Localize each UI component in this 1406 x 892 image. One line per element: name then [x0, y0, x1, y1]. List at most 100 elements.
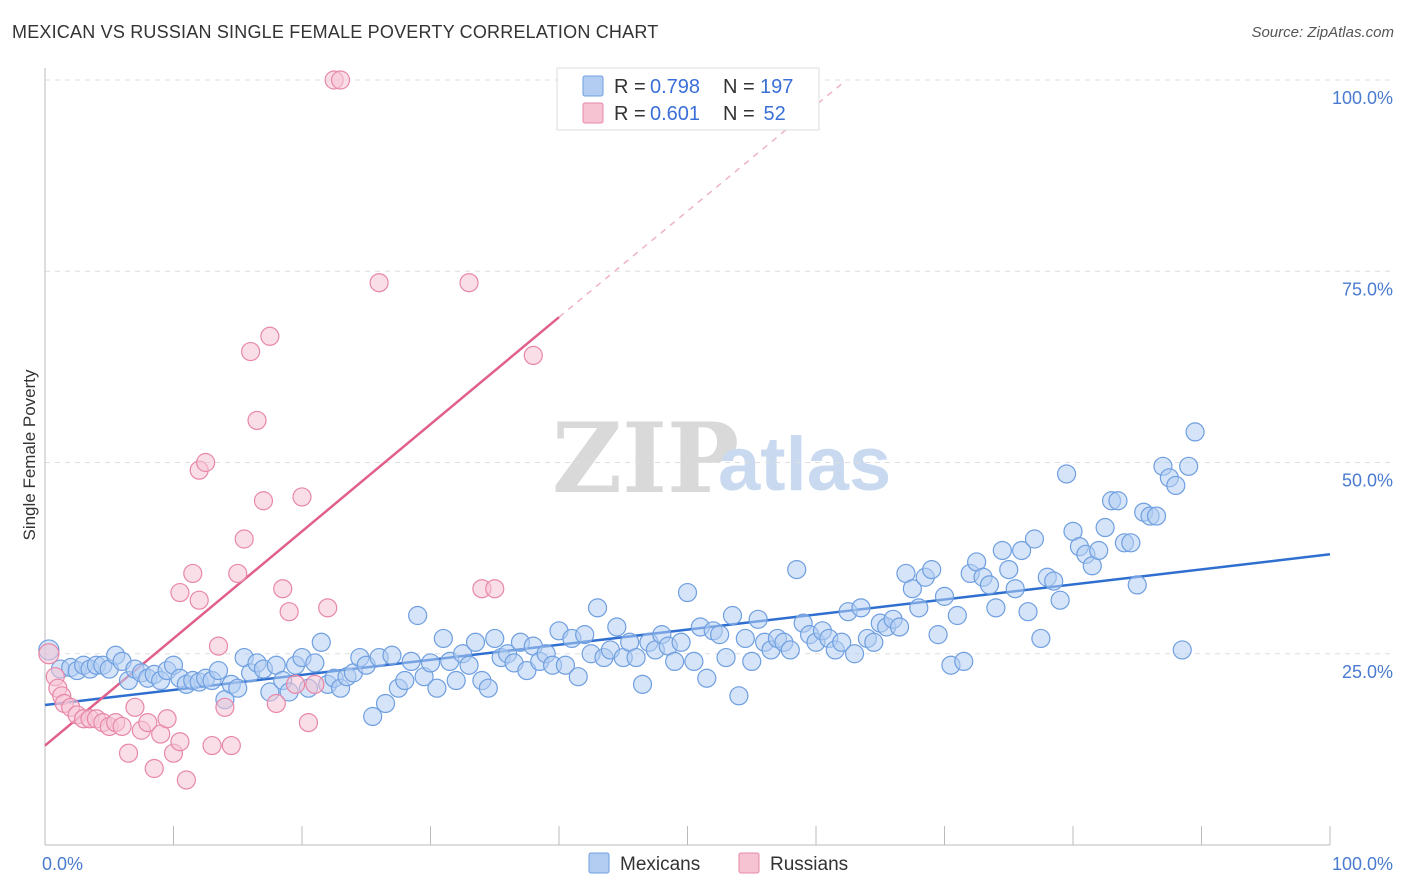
mexicans-point	[1050, 590, 1070, 610]
mexicans-point	[947, 605, 967, 626]
source-label: Source: ZipAtlas.com	[1251, 24, 1394, 41]
legend-n-value-2: 52	[758, 103, 786, 125]
legend-r-value-1: 0.798	[650, 76, 700, 98]
mexicans-point	[1044, 571, 1064, 591]
legend-r-value-2: 0.601	[650, 103, 700, 125]
y-tick-label-1: 50.0%	[1342, 471, 1393, 491]
russians-point	[318, 598, 338, 618]
mexicans-point	[735, 628, 755, 649]
mexicans-point	[999, 559, 1019, 580]
mexicans-point	[742, 651, 762, 672]
mexicans-point	[748, 609, 768, 629]
mexicans-point	[934, 586, 955, 606]
mexicans-point	[992, 540, 1012, 561]
mexicans-point	[787, 559, 807, 580]
mexicans-point	[832, 632, 852, 652]
mexicans-point	[710, 625, 730, 645]
russians-point	[183, 563, 203, 584]
mexicans-point	[1179, 456, 1199, 476]
mexicans-point	[851, 598, 871, 618]
mexicans-point	[928, 625, 948, 645]
series-legend: Mexicans Russians	[588, 852, 848, 875]
mexicans-point	[465, 632, 486, 652]
mexicans-point	[401, 651, 421, 672]
mexicans-point	[986, 598, 1006, 618]
mexicans-point	[433, 628, 453, 649]
russians-point	[273, 579, 293, 599]
mexicans-point	[228, 678, 248, 698]
mexicans-point	[375, 693, 396, 714]
russians-point	[170, 732, 190, 752]
mexicans-point	[395, 670, 415, 691]
russians-point	[292, 487, 312, 507]
legend-swatch-russians	[582, 102, 604, 124]
mexicans-point	[729, 686, 749, 706]
x-tick-label-1: 100.0%	[1332, 854, 1393, 874]
russians-point	[523, 345, 543, 365]
mexicans-point	[979, 575, 1000, 595]
mexicans-point	[1172, 640, 1192, 660]
x-tick-label-0: 0.0%	[42, 854, 83, 874]
legend-n-label-2: N =	[723, 103, 755, 125]
mexicans-point	[632, 674, 653, 694]
russians-point	[138, 712, 158, 733]
mexicans-point	[1089, 540, 1109, 561]
russians-point	[215, 697, 235, 717]
russians-point	[208, 636, 229, 656]
mexicans-point	[1108, 491, 1128, 511]
russians-point	[253, 491, 274, 511]
mexicans-point	[478, 678, 498, 698]
mexicans-point	[864, 632, 884, 652]
mexicans-point	[1121, 533, 1141, 553]
mexicans-point	[1056, 464, 1077, 484]
russians-point	[144, 758, 164, 779]
russians-point	[285, 674, 306, 694]
russians-point	[196, 452, 216, 473]
russians-point	[221, 735, 241, 756]
mexicans-point	[555, 655, 576, 675]
mexicans-point	[909, 598, 929, 618]
mexicans-points	[38, 422, 1205, 727]
bottom-legend-russians: Russians	[770, 854, 848, 875]
mexicans-point	[575, 625, 595, 645]
mexicans-point	[485, 628, 505, 649]
russians-point	[330, 70, 351, 90]
legend-r-label-1: R =	[614, 76, 646, 98]
mexicans-point	[607, 617, 627, 637]
mexicans-point	[1011, 540, 1032, 561]
chart-title: MEXICAN VS RUSSIAN SINGLE FEMALE POVERTY…	[12, 22, 659, 42]
gridlines	[45, 79, 1395, 655]
mexicans-point	[568, 667, 588, 687]
mexicans-point	[677, 582, 698, 603]
mexicans-point	[780, 640, 800, 660]
mexicans-point	[446, 670, 466, 691]
legend-swatch-mexicans	[582, 75, 604, 97]
mexicans-point	[671, 632, 691, 652]
mexicans-point	[844, 644, 865, 664]
mexicans-point	[305, 653, 325, 673]
y-tick-label-2: 75.0%	[1342, 279, 1393, 299]
stats-legend: R = 0.798 N = 197 R = 0.601 N = 52	[556, 67, 820, 131]
russians-point	[260, 326, 280, 346]
russians-points	[38, 70, 543, 790]
russians-point	[266, 693, 286, 714]
mexicans-point	[1146, 506, 1167, 526]
mexicans-point	[954, 651, 974, 672]
bottom-swatch-russians	[738, 852, 760, 874]
mexicans-point	[1185, 422, 1205, 442]
watermark-atlas: atlas	[718, 422, 891, 507]
y-axis-label: Single Female Poverty	[20, 369, 39, 541]
mexicans-point	[420, 653, 441, 673]
mexicans-point	[697, 668, 717, 688]
mexicans-point	[1024, 529, 1045, 549]
mexicans-point	[922, 559, 942, 580]
russians-point	[241, 341, 261, 362]
mexicans-point	[626, 647, 646, 668]
russians-point	[157, 709, 177, 729]
russians-point	[305, 674, 325, 694]
mexicans-point	[311, 632, 331, 652]
mexicans-point	[684, 651, 704, 672]
watermark-zip: ZIP	[552, 402, 739, 515]
russians-point	[170, 582, 190, 603]
russians-point	[459, 273, 479, 293]
